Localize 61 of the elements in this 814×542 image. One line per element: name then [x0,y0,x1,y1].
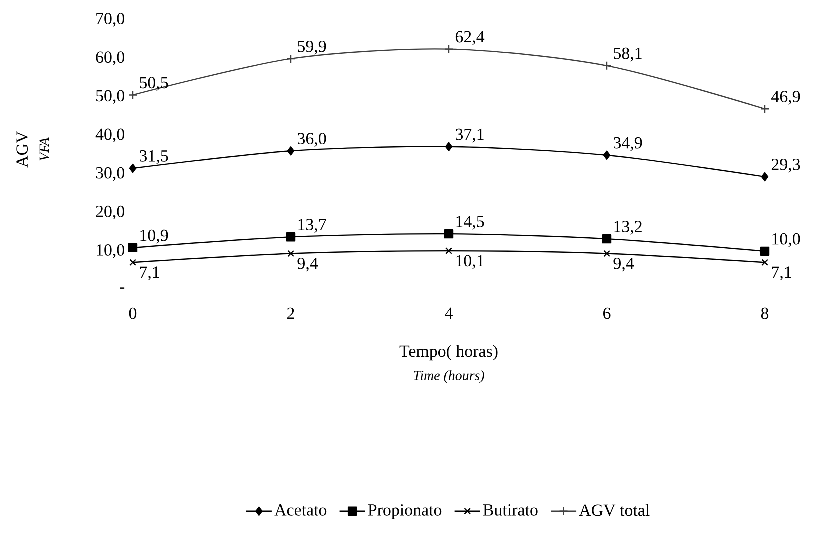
point [288,250,294,258]
y-tick-label: 50,0 [96,90,125,104]
point [287,146,295,156]
point [128,90,138,100]
text: VFA [40,138,50,161]
x-tick-label: 8 [761,308,769,320]
point [286,54,296,64]
point [286,232,296,242]
data-label: 36,0 [298,133,326,147]
data-label: 29,3 [772,158,800,173]
data-label: 13,2 [614,221,642,235]
data-label: 10,9 [140,230,168,244]
legend-label: Acetato [274,504,327,516]
y-tick-label: 70,0 [96,13,125,27]
point [128,243,138,253]
y-tick-label: 60,0 [96,52,125,66]
point [444,44,454,54]
y-tick-label: 40,0 [96,128,125,143]
data-label: 62,4 [456,31,485,46]
data-label: 59,9 [298,40,326,55]
data-label: 7,1 [772,266,792,281]
point [445,142,453,152]
legend-label: AGV total [579,504,650,516]
y-tick-label: 20,0 [96,206,125,220]
y-axis-title: AGV [16,131,28,168]
x-tick-label: 2 [288,308,294,320]
data-label: 9,4 [298,258,318,272]
point [604,250,610,258]
data-label: 10,1 [456,255,484,270]
x-tick-label: 4 [445,308,453,319]
data-label: 13,7 [298,219,326,233]
x-axis-title: Tempo( horas) [400,345,498,361]
y-tick-label: - [120,288,125,289]
data-label: 58,1 [614,48,642,62]
legend-label: Butirato [483,504,538,516]
y-tick-label: 10,0 [97,244,125,258]
data-label: 10,0 [772,233,800,248]
y-tick-label: 30,0 [96,167,125,182]
point [760,246,770,256]
data-label: 34,9 [614,137,642,152]
point [761,172,769,182]
x-tick-label: 6 [604,308,611,320]
data-label: 9,4 [614,258,634,272]
point [602,61,612,71]
point [602,234,612,244]
data-label: 31,5 [140,150,168,164]
data-label: 50,5 [140,77,168,92]
text: Time (hours) [414,370,484,384]
data-label: 46,9 [772,91,800,105]
x-tick-label: 0 [129,308,137,320]
point [130,259,136,266]
point [762,259,768,266]
data-label: 7,1 [140,266,160,281]
point [444,229,454,239]
data-label: 37,1 [456,128,484,143]
point [760,104,770,114]
point [446,248,452,254]
point [603,150,611,160]
data-label: 14,5 [456,216,484,230]
legend-label: Propionato [368,504,442,520]
point [129,164,137,174]
